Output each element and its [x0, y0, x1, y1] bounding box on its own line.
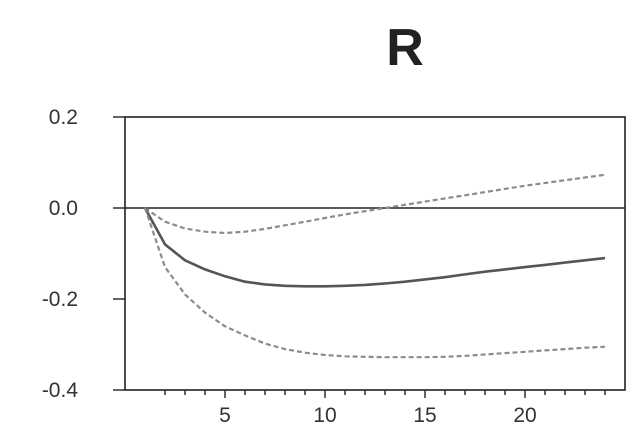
y-tick-label: 0.0 [49, 197, 78, 220]
x-tick-label: 20 [513, 404, 536, 427]
series-line-1 [144, 173, 606, 235]
y-tick-label: 0.2 [49, 106, 78, 129]
series-line-3 [143, 207, 606, 359]
y-tick-label: -0.2 [42, 288, 78, 311]
plot-frame [124, 116, 626, 391]
y-axis: 0.2 0.0 -0.2 -0.4 [42, 106, 125, 402]
series-layer [143, 173, 606, 359]
x-tick-label: 5 [219, 404, 231, 427]
y-tick-label: -0.4 [42, 379, 79, 402]
plot-border [124, 116, 626, 391]
x-axis: 5 10 15 20 [164, 390, 606, 427]
x-tick-label: 15 [413, 404, 436, 427]
x-tick-label: 10 [313, 404, 336, 427]
series-line-2 [143, 207, 606, 288]
chart-title: R [386, 19, 424, 77]
